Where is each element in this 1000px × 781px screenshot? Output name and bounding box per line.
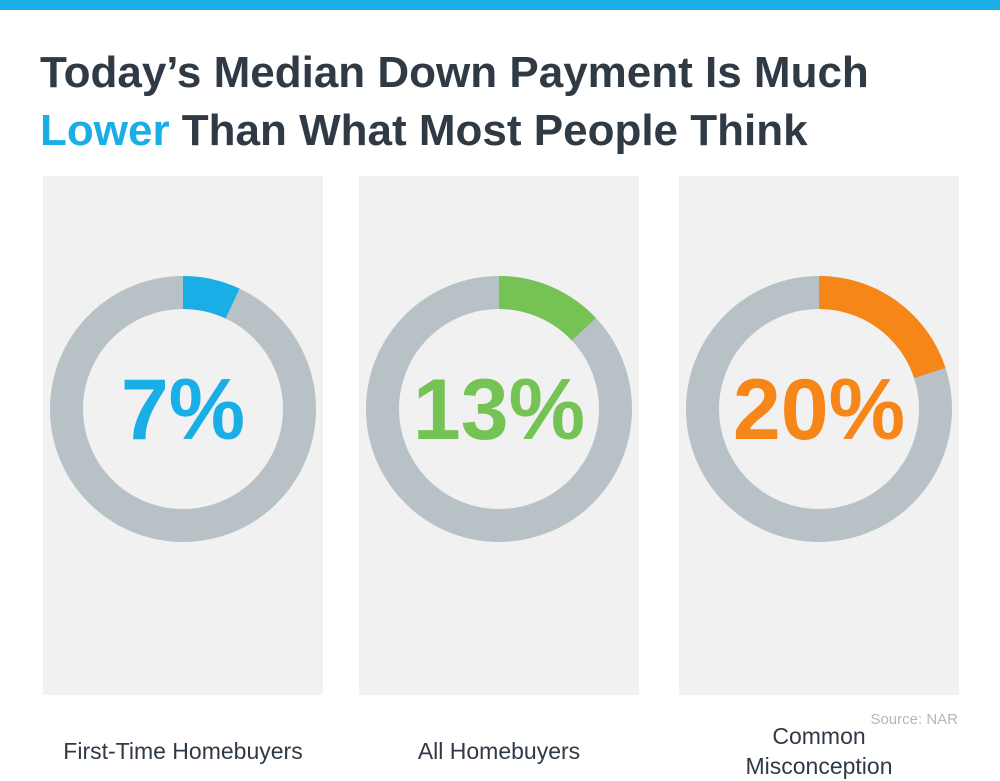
donut-value-arc bbox=[818, 276, 946, 379]
page-title: Today’s Median Down Payment Is Much Lowe… bbox=[40, 44, 960, 160]
panel-label: Common Misconception bbox=[745, 723, 893, 779]
percentage-value: 20% bbox=[733, 362, 905, 458]
percentage-value: 7% bbox=[121, 362, 245, 458]
panel-label: All Homebuyers bbox=[417, 738, 581, 764]
title-highlight-word: Lower bbox=[40, 106, 170, 155]
panel-common-misconception: 20% Common Misconception bbox=[679, 176, 959, 779]
source-note: Source: NAR bbox=[870, 711, 958, 728]
title-line-1: Today’s Median Down Payment Is Much bbox=[40, 48, 869, 97]
donut-value-arc bbox=[498, 276, 596, 341]
title-line-2-rest: Than What Most People Think bbox=[169, 106, 808, 155]
donut-value-arc bbox=[182, 276, 240, 319]
donut-chart-all: 13% bbox=[366, 276, 632, 542]
panel-all-homebuyers: 13% All Homebuyers bbox=[359, 176, 639, 764]
donut-chart-misconception: 20% bbox=[686, 276, 952, 542]
percentage-value: 13% bbox=[413, 362, 585, 458]
panel-label: First-Time Homebuyers bbox=[63, 738, 303, 764]
title-line-2: Lower Than What Most People Think bbox=[40, 102, 960, 160]
top-accent-bar bbox=[0, 0, 1000, 10]
donut-chart-first-time: 7% bbox=[50, 276, 316, 542]
panel-first-time-homebuyers: 7% First-Time Homebuyers bbox=[43, 176, 323, 764]
